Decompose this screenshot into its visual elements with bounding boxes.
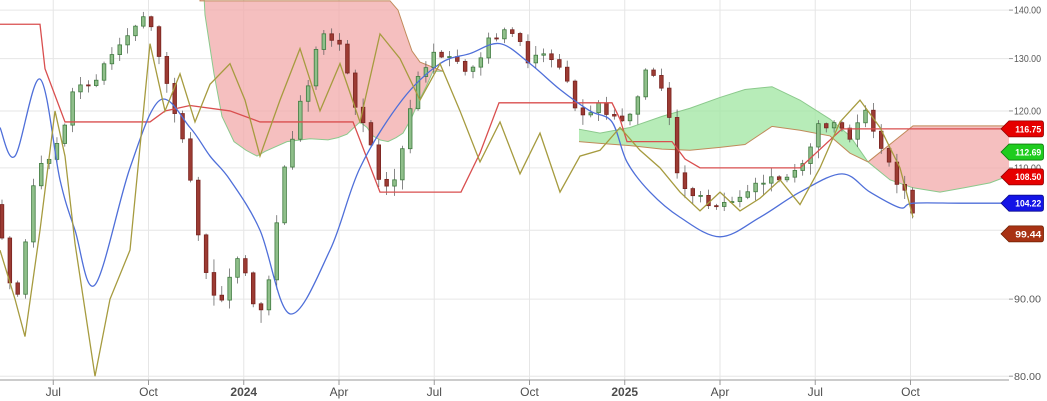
- svg-text:2025: 2025: [611, 385, 638, 399]
- svg-text:140.00: 140.00: [1014, 6, 1041, 17]
- svg-text:Apr: Apr: [711, 385, 730, 399]
- svg-text:Jul: Jul: [427, 385, 442, 399]
- svg-text:Jul: Jul: [46, 385, 61, 399]
- svg-text:112.69: 112.69: [1015, 147, 1041, 158]
- svg-text:2024: 2024: [230, 385, 257, 399]
- svg-text:130.00: 130.00: [1014, 54, 1041, 65]
- svg-text:Apr: Apr: [330, 385, 349, 399]
- svg-text:120.00: 120.00: [1014, 107, 1041, 118]
- svg-text:108.50: 108.50: [1015, 172, 1041, 183]
- svg-text:Jul: Jul: [808, 385, 823, 399]
- svg-text:116.75: 116.75: [1015, 124, 1042, 135]
- svg-text:90.00: 90.00: [1014, 295, 1041, 306]
- svg-text:Oct: Oct: [139, 385, 158, 399]
- svg-text:104.22: 104.22: [1015, 199, 1041, 210]
- svg-text:80.00: 80.00: [1014, 372, 1041, 383]
- svg-text:99.44: 99.44: [1015, 229, 1042, 240]
- svg-text:Oct: Oct: [901, 385, 920, 399]
- svg-text:Oct: Oct: [520, 385, 539, 399]
